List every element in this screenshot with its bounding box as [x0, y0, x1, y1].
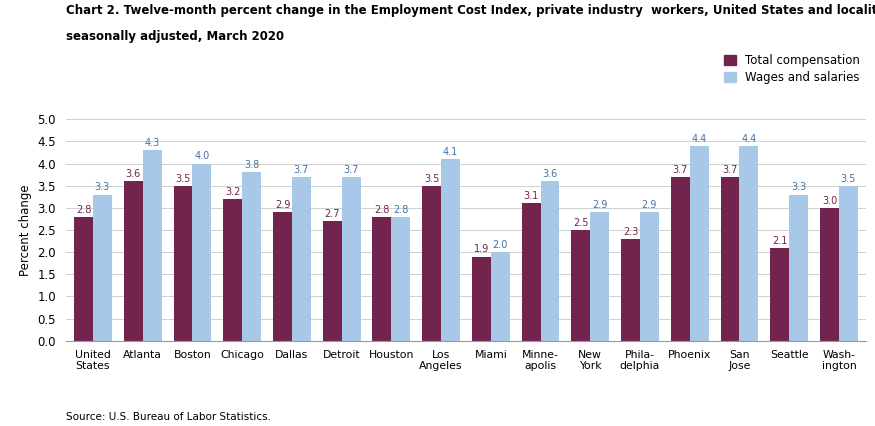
Bar — [292, 177, 311, 341]
Bar — [770, 248, 789, 341]
Bar — [391, 217, 410, 341]
Text: 3.7: 3.7 — [673, 165, 688, 175]
Text: 2.8: 2.8 — [76, 204, 91, 215]
Bar — [341, 177, 360, 341]
Text: 2.9: 2.9 — [641, 200, 657, 210]
Text: 3.3: 3.3 — [791, 182, 806, 193]
Text: 3.6: 3.6 — [542, 169, 557, 179]
Text: 3.5: 3.5 — [841, 173, 856, 184]
Text: 3.1: 3.1 — [523, 191, 539, 201]
Bar — [373, 217, 391, 341]
Bar — [720, 177, 739, 341]
Text: 2.5: 2.5 — [573, 218, 589, 228]
Bar — [571, 230, 591, 341]
Text: 2.9: 2.9 — [275, 200, 290, 210]
Text: 4.1: 4.1 — [443, 147, 458, 157]
Text: 4.4: 4.4 — [691, 134, 707, 144]
Bar — [273, 212, 292, 341]
Text: 3.7: 3.7 — [722, 165, 738, 175]
Bar — [74, 217, 93, 341]
Text: 4.0: 4.0 — [194, 151, 209, 161]
Bar — [422, 186, 441, 341]
Text: 3.5: 3.5 — [175, 173, 191, 184]
Text: 2.0: 2.0 — [493, 240, 507, 250]
Legend: Total compensation, Wages and salaries: Total compensation, Wages and salaries — [724, 54, 860, 84]
Text: 3.5: 3.5 — [424, 173, 439, 184]
Bar — [621, 239, 640, 341]
Text: 3.0: 3.0 — [822, 196, 837, 206]
Text: Source: U.S. Bureau of Labor Statistics.: Source: U.S. Bureau of Labor Statistics. — [66, 412, 270, 422]
Text: 3.7: 3.7 — [343, 165, 359, 175]
Bar — [143, 150, 162, 341]
Bar — [690, 146, 709, 341]
Text: 3.3: 3.3 — [94, 182, 110, 193]
Bar — [192, 164, 212, 341]
Bar — [242, 173, 261, 341]
Text: 3.8: 3.8 — [244, 160, 259, 170]
Bar — [441, 159, 460, 341]
Bar — [173, 186, 192, 341]
Text: 3.7: 3.7 — [294, 165, 309, 175]
Bar — [640, 212, 659, 341]
Bar — [522, 204, 541, 341]
Bar — [839, 186, 858, 341]
Bar — [323, 221, 341, 341]
Bar — [123, 181, 143, 341]
Bar — [491, 252, 510, 341]
Bar — [671, 177, 690, 341]
Bar — [739, 146, 759, 341]
Bar — [541, 181, 559, 341]
Text: 2.9: 2.9 — [592, 200, 607, 210]
Text: 2.8: 2.8 — [393, 204, 409, 215]
Text: 2.3: 2.3 — [623, 227, 638, 237]
Bar — [472, 256, 491, 341]
Text: seasonally adjusted, March 2020: seasonally adjusted, March 2020 — [66, 30, 284, 43]
Text: 1.9: 1.9 — [473, 245, 489, 254]
Bar — [223, 199, 242, 341]
Bar — [820, 208, 839, 341]
Text: Chart 2. Twelve-month percent change in the Employment Cost Index, private indus: Chart 2. Twelve-month percent change in … — [66, 4, 875, 17]
Bar — [93, 195, 112, 341]
Text: 2.8: 2.8 — [374, 204, 389, 215]
Y-axis label: Percent change: Percent change — [18, 184, 31, 276]
Text: 2.1: 2.1 — [772, 236, 788, 245]
Text: 2.7: 2.7 — [325, 209, 340, 219]
Text: 3.6: 3.6 — [126, 169, 141, 179]
Bar — [789, 195, 808, 341]
Text: 3.2: 3.2 — [225, 187, 241, 197]
Text: 4.3: 4.3 — [144, 138, 160, 148]
Bar — [591, 212, 609, 341]
Text: 4.4: 4.4 — [741, 134, 757, 144]
